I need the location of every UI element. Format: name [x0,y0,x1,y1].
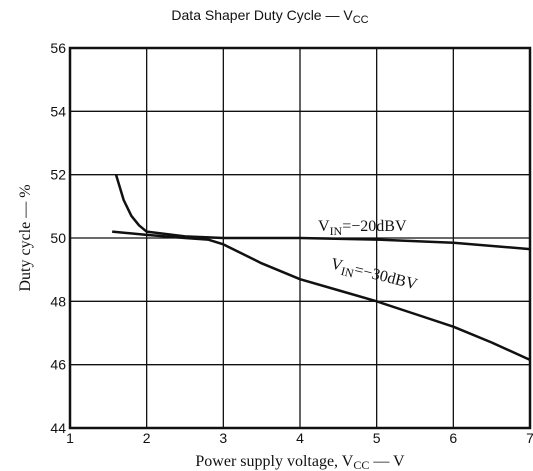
x-tick-label: 7 [526,430,533,446]
series-label-sub: IN [330,224,343,238]
series-label-text: V [318,218,330,235]
x-label-text: Power supply voltage, V [195,453,353,470]
x-tick-label: 4 [296,430,304,446]
series-label: VIN=−20dBV [318,218,407,238]
y-tick-label: 56 [50,40,66,56]
y-tick-label: 54 [50,103,66,119]
y-tick-label: 46 [50,357,66,373]
y-tick-label: 50 [50,230,66,246]
y-tick-label: 52 [50,167,66,183]
x-tick-label: 1 [66,430,74,446]
line-series [114,174,531,251]
x-tick-label: 6 [449,430,457,446]
y-axis-label: Duty cycle — % [17,184,34,291]
x-axis-label: Power supply voltage, VCC — V [195,453,405,471]
x-label-rest: — V [369,453,405,470]
y-tick-label: 48 [50,293,66,309]
title-sub: CC [353,14,369,26]
x-tick-label: 3 [219,430,227,446]
x-label-sub: CC [353,458,369,471]
plot-frame [68,46,532,430]
series-label-rest: =−20dBV [342,218,407,235]
series-label-rest: =−30dBV [353,261,420,293]
x-tick-label: 5 [373,430,381,446]
series-label-sub: IN [340,264,356,281]
x-tick-label: 2 [143,430,151,446]
line-series [112,230,531,362]
y-tick-label: 44 [50,420,66,436]
chart-title: Data Shaper Duty Cycle — VCC [171,7,368,26]
title-text: Data Shaper Duty Cycle — V [171,7,353,23]
series-label-text: V [329,255,345,274]
